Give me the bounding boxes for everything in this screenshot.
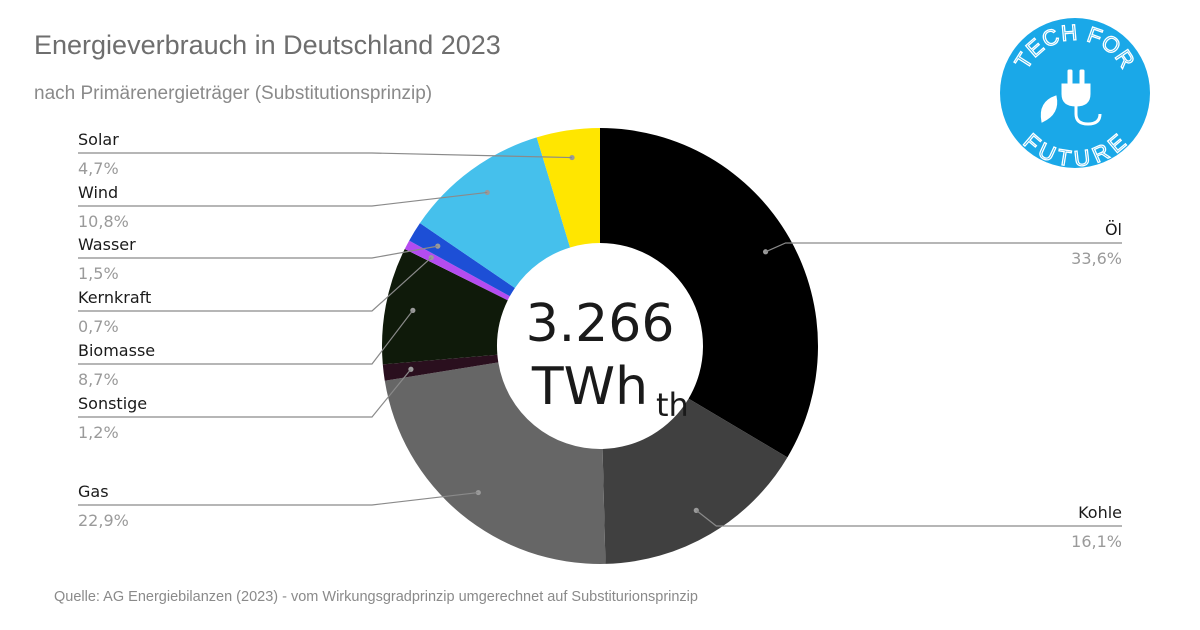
leader-dot-wind [484, 189, 490, 196]
label-value-solar: 4,7% [78, 159, 119, 178]
center-value: 3.266 [526, 294, 675, 354]
label-name-biomasse: Biomasse [78, 341, 155, 360]
label-value-gas: 22,9% [78, 511, 129, 530]
chart-subtitle: nach Primärenergieträger (Substitutionsp… [34, 83, 433, 104]
label-value-wind: 10,8% [78, 212, 129, 231]
label-value-kohle: 16,1% [1071, 532, 1122, 551]
label-name-oel: Öl [1105, 220, 1122, 239]
slice-kohle [602, 398, 788, 564]
leader-line-kernkraft [78, 257, 432, 312]
label-value-oel: 33,6% [1071, 249, 1122, 268]
leader-dot-solar [569, 154, 575, 161]
tech-for-future-logo: TECH FOR FUTURE [1000, 18, 1150, 168]
slice-sonstige [382, 354, 499, 381]
label-value-sonstige: 1,2% [78, 423, 119, 442]
chart-title: Energieverbrauch in Deutschland 2023 [34, 30, 501, 60]
leader-line-wind [78, 191, 488, 207]
leader-line-oel [765, 242, 1122, 253]
label-name-sonstige: Sonstige [78, 394, 147, 413]
leader-line-kohle [695, 509, 1122, 527]
slice-gas [384, 362, 606, 565]
label-name-wind: Wind [78, 183, 118, 202]
label-name-wasser: Wasser [78, 235, 136, 254]
slice-oel [600, 128, 818, 458]
leader-line-wasser [78, 245, 438, 259]
plug-leaf-icon [1040, 69, 1102, 126]
slice-solar [536, 128, 600, 248]
slice-biomasse [381, 249, 508, 365]
leader-line-gas [78, 491, 479, 506]
leader-line-sonstige [78, 368, 412, 418]
leader-line-solar [78, 152, 573, 159]
label-name-gas: Gas [78, 482, 109, 501]
source-note: Quelle: AG Energiebilanzen (2023) - vom … [54, 589, 698, 605]
leader-line-biomasse [78, 310, 414, 365]
slice-wind [419, 137, 571, 288]
label-name-kernkraft: Kernkraft [78, 288, 151, 307]
label-name-kohle: Kohle [1078, 503, 1122, 522]
label-value-kernkraft: 0,7% [78, 317, 119, 336]
label-value-wasser: 1,5% [78, 264, 119, 283]
center-unit: TWh [531, 357, 648, 417]
label-value-biomasse: 8,7% [78, 370, 119, 389]
label-name-solar: Solar [78, 130, 119, 149]
center-unit-sub: th [656, 386, 689, 424]
slice-wasser [409, 223, 515, 297]
